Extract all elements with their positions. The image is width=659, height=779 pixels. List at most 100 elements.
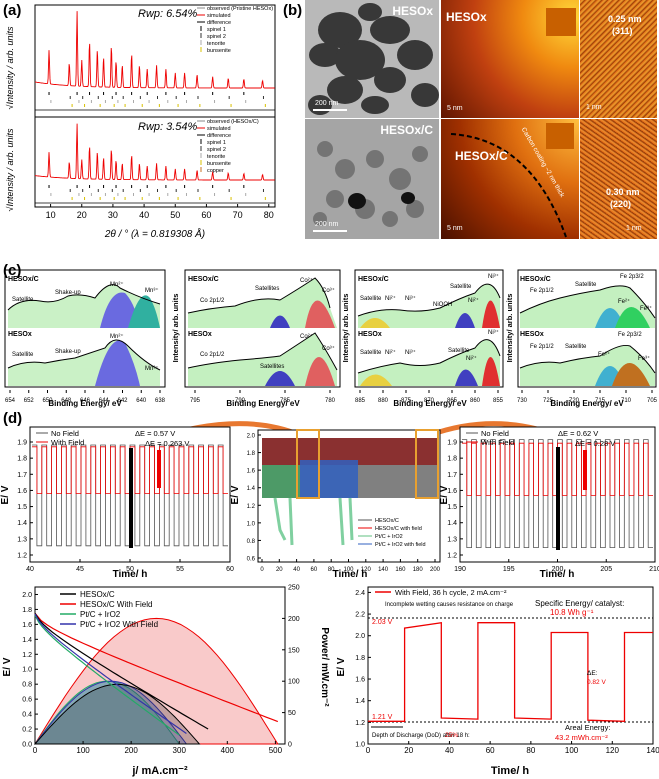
deep-cycle-y-tick-label: 1.4 <box>355 698 365 705</box>
xps-co-peak-1: Satellites <box>255 286 279 292</box>
cycling-right-y-tick-label: 1.4 <box>447 520 457 527</box>
xps-fe-x-ticks: 730 725 720 715 710 705 <box>517 390 658 404</box>
xrd-bottom-legend-copper: copper <box>207 168 224 174</box>
cycling-left-x-tick-label: 45 <box>76 566 84 573</box>
cycling-center-y-tick-label: 0.8 <box>247 539 256 545</box>
xps-fe-peak-9: Fe³⁺ <box>638 355 650 362</box>
xps-figure: HESOx/C HESOx Satellite Shake-up Mn²⁺ Mn… <box>4 269 658 408</box>
xrd-top-rwp: Rwp: 6.54% <box>138 8 198 20</box>
center-legend-ptc: Pt/C + IrO2 <box>375 534 403 540</box>
polarization-y-right-tick-label: 150 <box>288 647 300 654</box>
xps-mn-tick-label: 640 <box>136 398 147 404</box>
cycling-left-legend-no-field: No Field <box>51 429 79 438</box>
panel-label-d: (d) <box>3 410 23 427</box>
deep-cycle-x-tick-label: 40 <box>445 746 454 755</box>
xrd-top-phase-ticks <box>48 92 266 107</box>
xrd-x-tick-label: 40 <box>139 210 149 220</box>
xps-fe-tick-label: 710 <box>621 398 632 404</box>
power-curve-hesoxc <box>33 683 201 745</box>
deep-cycle-x-tick-label: 20 <box>404 746 413 755</box>
polarization-figure: HESOx/C HESOx/C With Field Pt/C + IrO2 P… <box>2 585 330 778</box>
xps-fe-bottom-label: HESOx <box>520 331 544 338</box>
xps-mn-x-label: Binding Energy/ eV <box>48 399 122 408</box>
xrd-x-tick-label: 50 <box>170 210 180 220</box>
cycling-center-x-tick-label: 40 <box>293 567 300 573</box>
xps-co-peak-2: Co²⁺ <box>300 277 313 284</box>
xps-co-peak-0: Co 2p1/2 <box>200 298 225 304</box>
xps-ni-tick-label: 875 <box>401 398 412 404</box>
cycling-center-x-label: Time/ h <box>333 569 368 580</box>
polarization-x-label: j/ mA.cm⁻² <box>131 765 188 777</box>
polarization-y-right-tick-label: 200 <box>288 616 300 623</box>
cycling-center-x-tick-label: 120 <box>361 567 372 573</box>
cycling-right-y-tick-label: 1.7 <box>447 472 457 479</box>
xrd-bottom-legend-difference: difference <box>207 133 231 139</box>
xps-ni-bottom-label: HESOx <box>358 331 382 338</box>
xps-mn-peak-7: Mn³⁺ <box>145 365 159 372</box>
xps-ni-peak-7: Satellite <box>360 350 382 356</box>
center-ptc-decay <box>273 497 354 546</box>
xps-fe-tick-label: 715 <box>595 398 606 404</box>
cycling-center-x-tick-label: 0 <box>260 567 264 573</box>
cycling-center-x-tick-label: 200 <box>430 567 441 573</box>
deep-cycle-note: Incomplete wetting causes resistance on … <box>385 602 514 608</box>
cycling-right-x-tick-label: 210 <box>649 566 659 573</box>
cycling-left-y-tick-label: 1.4 <box>17 520 27 527</box>
power-curve-hesoxc-field <box>34 617 279 745</box>
xps-co-bottom-label: HESOx <box>188 331 212 338</box>
xps-mn-peak-6: Mn²⁺ <box>110 333 124 340</box>
cycling-center-plot: HESOx/C HESOx/C with field Pt/C + IrO2 P… <box>230 429 441 580</box>
deep-cycle-de-label: ΔE: <box>587 670 598 677</box>
xps-mn-tick-label: 648 <box>61 398 72 404</box>
xps-ni-plot: HESOx/C HESOx Satellite Ni²⁺ Ni³⁺ NiOOH … <box>341 269 504 408</box>
xrd-x-tick-label: 10 <box>46 210 56 220</box>
xps-fe-peak-4: Fe³⁺ <box>640 305 652 312</box>
cycling-center-y-tick-label: 1.8 <box>247 451 256 457</box>
xrd-x-tick-label: 20 <box>77 210 87 220</box>
xrd-bottom-legend: observed (HESOx/C) simulated difference … <box>197 119 259 174</box>
polarization-y-right-tick-label: 100 <box>288 679 300 686</box>
panel-label-b: (b) <box>283 2 303 19</box>
xps-mn-plot: HESOx/C HESOx Satellite Shake-up Mn²⁺ Mn… <box>4 269 166 408</box>
polarization-y-left-tick-label: 1.4 <box>22 637 32 644</box>
cycling-left-delta-no-field: ΔE = 0.57 V <box>135 429 175 438</box>
polarization-x-tick-label: 500 <box>269 746 283 755</box>
xps-mn-tick-label: 650 <box>42 398 53 404</box>
polarization-y-left-tick-label: 0.6 <box>22 697 32 704</box>
polarization-x-tick-label: 300 <box>173 746 187 755</box>
deep-cycle-dod-label: Depth of Discharge (DoD) after 18 h: <box>372 733 470 739</box>
xrd-bottom-legend-simulated: simulated <box>207 126 231 132</box>
d-spacing-220: 0.30 nm <box>606 187 640 197</box>
deep-cycle-y-tick-label: 1.2 <box>355 720 365 727</box>
polarization-y-left-tick-label: 1.8 <box>22 607 32 614</box>
deep-cycle-x-tick-label: 60 <box>486 746 495 755</box>
polarization-y-right-tick-label: 0 <box>288 742 292 749</box>
deep-cycle-v203: 2.03 V <box>372 619 393 626</box>
d-spacing-311: 0.25 nm <box>608 14 642 24</box>
cycling-right-x-tick-label: 190 <box>454 566 466 573</box>
polarization-x-tick-label: 100 <box>76 746 90 755</box>
hrtem-hesoxc-zoom: 0.30 nm (220) 1 nm <box>580 119 657 239</box>
xrd-x-label: 2θ / ° (λ = 0.819308 Å) <box>104 227 205 240</box>
xrd-top-legend-tenorite: tenorite <box>207 41 225 47</box>
hrtem-hesox-zoom: 0.25 nm (311) 1 nm <box>580 0 657 118</box>
hrtem-hesoxc-label: HESOx/C <box>455 149 508 163</box>
xps-fe-top-label: HESOx/C <box>520 276 551 283</box>
deep-cycle-de-value: 0.82 V <box>587 679 606 686</box>
xrd-top-legend: observed (Pristine HESOx) simulated diff… <box>197 6 273 54</box>
xps-mn-peak-5: Shake-up <box>55 349 81 355</box>
cycling-center-x-tick-label: 20 <box>276 567 283 573</box>
deep-cycle-ticks: 0 20 40 60 80 100 120 1402.42.22.01.81.61.41.21… <box>355 590 659 755</box>
xrd-bottom-legend-spinel2: spinel 2 <box>207 147 226 153</box>
deep-cycle-specific-label: Specific Energy/ catalyst: <box>535 599 624 608</box>
cycling-right-y-tick-label: 1.5 <box>447 504 457 511</box>
xrd-top-simulated-line <box>34 11 275 89</box>
hrtem-hesoxc-fft <box>546 123 574 149</box>
cycling-left-y-tick-label: 1.5 <box>17 504 27 511</box>
xps-mn-top-label: HESOx/C <box>8 276 39 283</box>
xps-fe-peak-5: Fe 2p1/2 <box>530 344 554 350</box>
cycling-left-delta-with-field: ΔE = 0.263 V <box>145 439 189 448</box>
tem-hesoxc-label: HESOx/C <box>380 123 433 137</box>
tem-hesox-lowmag: 200 nm HESOx <box>305 0 439 118</box>
xps-fe-peak-3: Fe²⁺ <box>618 298 630 305</box>
